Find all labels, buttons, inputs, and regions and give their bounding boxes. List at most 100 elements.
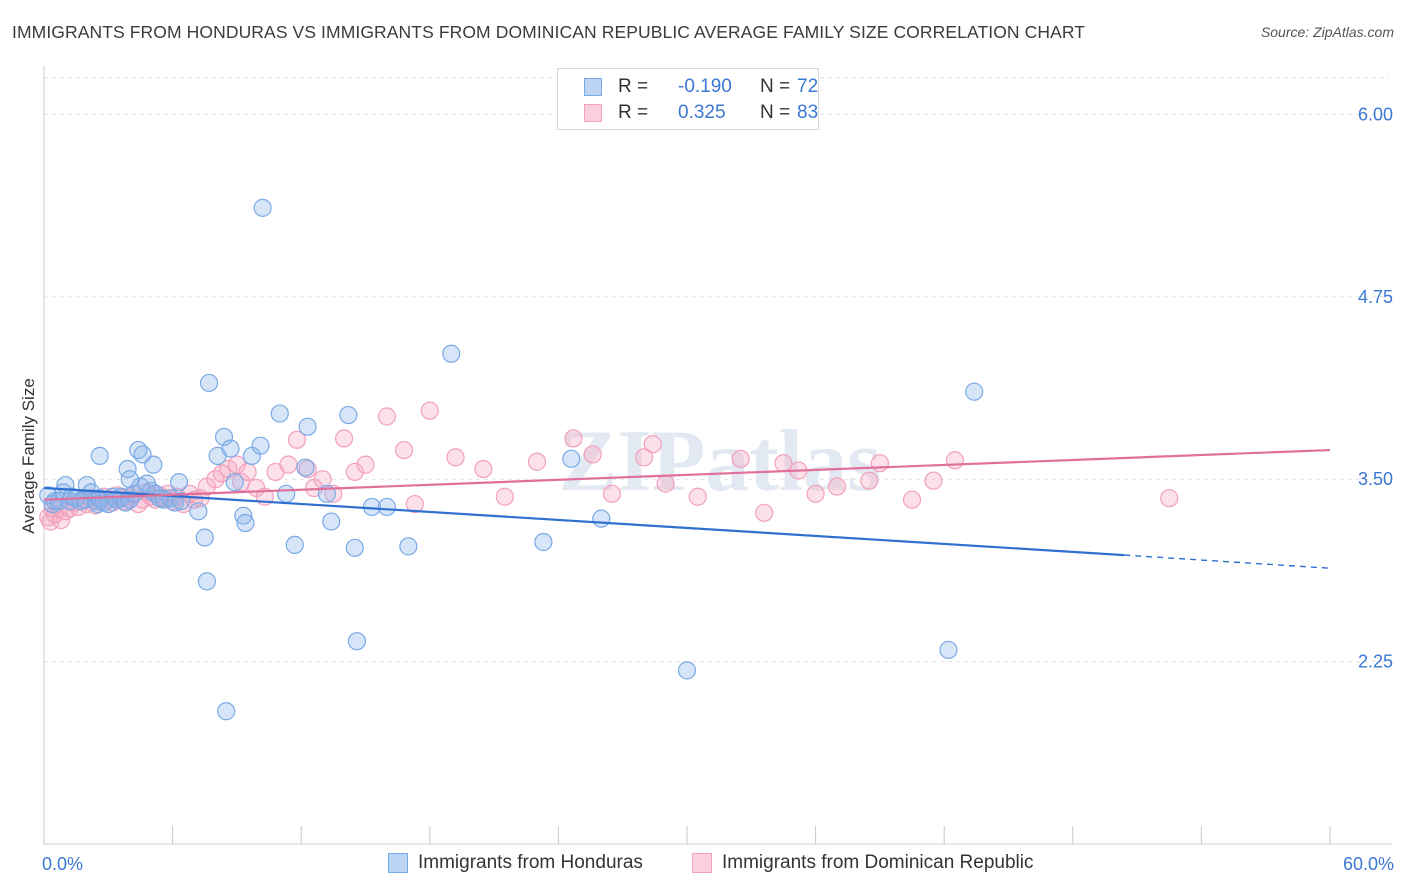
- legend-n-value: 72: [797, 76, 819, 97]
- dominican-point: [860, 471, 879, 490]
- dominican-point: [356, 455, 375, 474]
- dominican-point: [688, 487, 707, 506]
- honduras-point: [221, 439, 240, 458]
- honduras-point: [270, 404, 289, 423]
- bottom-legend-label: Immigrants from Honduras: [418, 852, 643, 873]
- honduras-point: [90, 446, 109, 465]
- correlation-legend: R = -0.190 N = 72 R = 0.325 N = 83: [557, 68, 819, 130]
- legend-n-value: 83: [797, 102, 819, 123]
- chart-title: IMMIGRANTS FROM HONDURAS VS IMMIGRANTS F…: [12, 22, 1086, 42]
- y-tick-label: 4.75: [1358, 287, 1393, 307]
- dominican-point: [583, 445, 602, 464]
- dominican-point: [656, 474, 675, 493]
- honduras-point: [965, 382, 984, 401]
- tick-labels: 2.25 3.50 4.75 6.00 0.0% 60.0%: [42, 104, 1394, 874]
- y-tick-label: 2.25: [1358, 652, 1393, 672]
- axes-layer: [43, 66, 1392, 845]
- dominican-point: [495, 487, 514, 506]
- dominican-trend-line: [43, 448, 1331, 501]
- honduras-point: [225, 473, 244, 492]
- legend-r-label: R =: [618, 102, 649, 123]
- legend-r-value: 0.325: [678, 102, 726, 123]
- y-tick-label: 3.50: [1358, 469, 1393, 489]
- honduras-point: [169, 473, 189, 492]
- dominican-point: [420, 401, 439, 420]
- honduras-point: [214, 427, 234, 447]
- honduras-point: [197, 572, 216, 591]
- honduras-point: [195, 528, 214, 547]
- dominican-point: [806, 484, 825, 503]
- x-tick-label: 0.0%: [42, 854, 83, 874]
- dominican-point: [635, 448, 654, 467]
- dominican-point: [334, 429, 354, 448]
- honduras-point: [144, 455, 163, 474]
- dominican-point: [1160, 489, 1179, 508]
- dominican-point: [394, 440, 414, 460]
- dominican-point: [924, 471, 943, 490]
- honduras-point: [253, 198, 272, 217]
- honduras-point: [322, 512, 341, 531]
- honduras-trend-extension: [1124, 554, 1331, 569]
- honduras-point: [562, 449, 581, 468]
- dominican-point: [774, 454, 793, 473]
- honduras-point: [296, 458, 315, 477]
- dominican-swatch: [584, 104, 602, 122]
- y-tick-label: 6.00: [1358, 104, 1393, 124]
- honduras-point: [217, 702, 236, 721]
- honduras-point: [189, 502, 208, 521]
- legend-r-value: -0.190: [678, 76, 732, 97]
- grid-layer: [44, 77, 1390, 663]
- dominican-point: [564, 429, 583, 448]
- legend-n-label: N =: [760, 76, 791, 97]
- honduras-point: [339, 405, 358, 425]
- honduras-point: [347, 632, 367, 651]
- honduras-point: [120, 470, 139, 489]
- honduras-point: [377, 497, 397, 517]
- honduras-point: [199, 373, 219, 393]
- watermark: ZIPatlas: [559, 413, 882, 510]
- honduras-point: [234, 506, 253, 525]
- dominican-point: [827, 477, 847, 496]
- trend-lines: [43, 448, 1331, 569]
- honduras-point: [592, 509, 611, 528]
- honduras-point: [442, 344, 461, 363]
- dominican-point: [377, 407, 397, 426]
- dominican-point: [902, 490, 922, 509]
- dominican-point: [755, 503, 774, 522]
- honduras-point: [236, 513, 255, 533]
- honduras-swatch: [388, 853, 408, 873]
- honduras-swatch: [584, 78, 602, 96]
- dominican-point: [643, 435, 662, 454]
- honduras-trend-line: [43, 486, 1125, 557]
- honduras-point: [677, 661, 697, 680]
- dominican-point: [313, 470, 332, 489]
- y-axis-label: Average Family Size: [19, 378, 38, 534]
- legend-r-label: R =: [618, 76, 649, 97]
- dominican-point: [474, 459, 493, 479]
- dominican-point: [287, 430, 307, 449]
- legend-n-label: N =: [760, 102, 791, 123]
- dominican-swatch: [692, 853, 712, 873]
- honduras-point: [277, 484, 296, 503]
- honduras-point: [345, 538, 364, 557]
- dominican-point: [870, 454, 890, 473]
- bottom-legend-label: Immigrants from Dominican Republic: [722, 852, 1034, 873]
- honduras-point: [298, 417, 317, 436]
- honduras-point: [399, 537, 418, 556]
- dominican-point: [602, 484, 622, 503]
- dominican-point: [405, 494, 424, 514]
- honduras-point: [939, 640, 958, 660]
- x-tick-label: 60.0%: [1343, 854, 1394, 874]
- dominican-point: [446, 448, 465, 467]
- dominican-point: [945, 451, 965, 470]
- source-label: Source: ZipAtlas.com: [1260, 24, 1394, 40]
- honduras-point: [285, 535, 304, 554]
- dominican-point: [227, 455, 246, 474]
- dominican-point: [527, 452, 547, 471]
- dominican-point: [279, 455, 298, 474]
- dominican-points: [39, 401, 1179, 531]
- dominican-point: [731, 449, 750, 468]
- dominican-point: [345, 462, 364, 482]
- honduras-point: [251, 436, 270, 455]
